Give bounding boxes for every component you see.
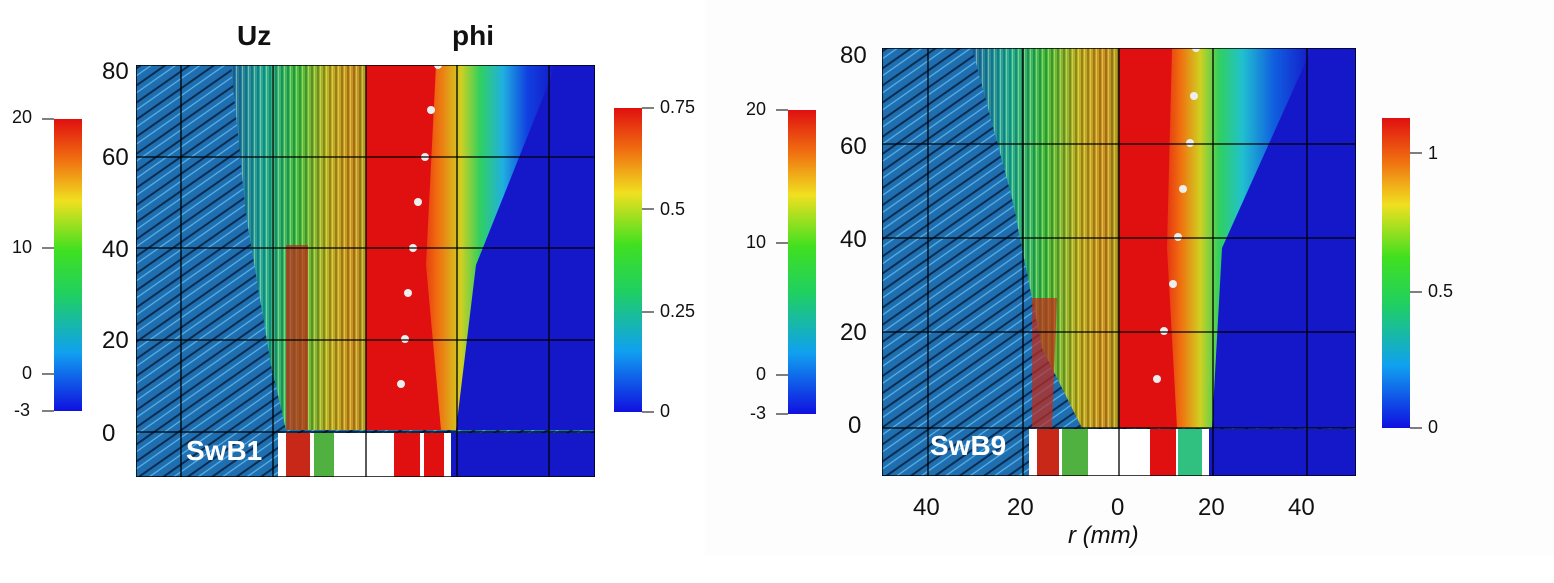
left-uz-tick-20: 20 [12,107,33,127]
right-xtick-40-right: 40 [1288,494,1315,521]
right-phi-tick-0: 0 [1428,417,1439,437]
right-uz-tick-0: 0 [756,364,767,384]
left-ytick-0: 0 [102,420,116,447]
left-ytick-80: 80 [102,58,129,85]
right-uz-tick-neg3: -3 [750,403,767,423]
right-ytick-0: 0 [848,412,862,439]
right-ytick-40: 40 [840,226,867,253]
left-phi-tick-025: 0.25 [660,301,696,321]
right-xtick-0: 0 [1111,494,1125,521]
right-ytick-60: 60 [840,133,867,160]
phi-title: phi [452,20,494,51]
left-uz-tick-0: 0 [22,363,33,383]
right-xtick-20-left: 20 [1007,494,1034,521]
left-field-plot [136,65,595,477]
left-uz-tick-neg3: -3 [14,400,31,420]
left-uz-colorbar [42,118,82,412]
left-phi-tick-0: 0 [660,401,671,421]
left-ytick-20: 20 [102,327,129,354]
right-uz-tick-10: 10 [746,232,767,252]
right-field-plot [882,48,1356,476]
right-phi-tick-05: 0.5 [1428,281,1454,301]
uz-title: Uz [237,20,272,51]
right-uz-tick-20: 20 [746,99,767,119]
left-phi-tick-05: 0.5 [660,199,686,219]
right-uz-colorbar [776,109,816,415]
right-ytick-20: 20 [840,319,867,346]
right-case-label: SwB9 [930,430,1007,461]
right-phi-tick-1: 1 [1428,143,1439,163]
left-phi-colorbar [614,107,654,413]
left-ytick-40: 40 [102,236,129,263]
right-xtick-40-left: 40 [913,494,940,521]
left-case-label: SwB1 [186,435,263,466]
left-ytick-60: 60 [102,144,129,171]
right-ytick-80: 80 [840,42,867,69]
right-x-axis-label: r (mm) [1068,522,1139,549]
right-xtick-20-right: 20 [1198,494,1225,521]
right-phi-colorbar [1382,118,1422,429]
left-uz-tick-10: 10 [12,237,33,257]
left-phi-tick-075: 0.75 [660,97,696,117]
